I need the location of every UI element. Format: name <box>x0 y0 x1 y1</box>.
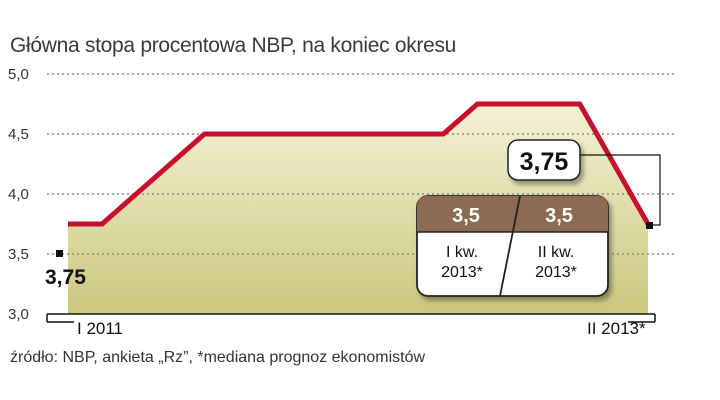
forecast-header <box>417 196 608 232</box>
y-tick-label: 3,5 <box>8 246 29 263</box>
forecast-q1-period-line1: I kw. <box>446 244 478 261</box>
forecast-q2-value: 3,5 <box>545 205 573 227</box>
forecast-box: 3,5 3,5 I kw. 2013* II kw. 2013* <box>416 195 609 297</box>
y-tick-label: 5,0 <box>8 66 29 83</box>
forecast-q2-period-line2: 2013* <box>535 264 577 281</box>
source-note: źródło: NBP, ankieta „Rz”, *mediana prog… <box>10 349 426 366</box>
chart-title: Główna stopa procentowa NBP, na koniec o… <box>10 34 457 57</box>
forecast-q2-period-line1: II kw. <box>538 244 574 261</box>
y-tick-label: 4,0 <box>8 186 29 203</box>
forecast-q1-value: 3,5 <box>452 205 480 227</box>
forecast-column-divider <box>499 195 521 297</box>
y-tick-label: 4,5 <box>8 126 29 143</box>
start-marker <box>56 250 63 257</box>
end-value-label: 3,75 <box>520 148 569 176</box>
end-marker <box>646 222 653 229</box>
start-value-label: 3,75 <box>45 266 86 289</box>
forecast-q1-period-line2: 2013* <box>441 264 483 281</box>
y-tick-label: 3,0 <box>8 306 29 323</box>
y-axis-ticks: 5,0 4,5 4,0 3,5 3,0 <box>8 66 29 323</box>
end-callout-leader <box>579 154 661 226</box>
end-value-callout <box>507 139 581 181</box>
series-line <box>68 101 651 227</box>
x-label-start: I 2011 <box>77 319 123 338</box>
x-label-end: II 2013* <box>587 319 646 338</box>
